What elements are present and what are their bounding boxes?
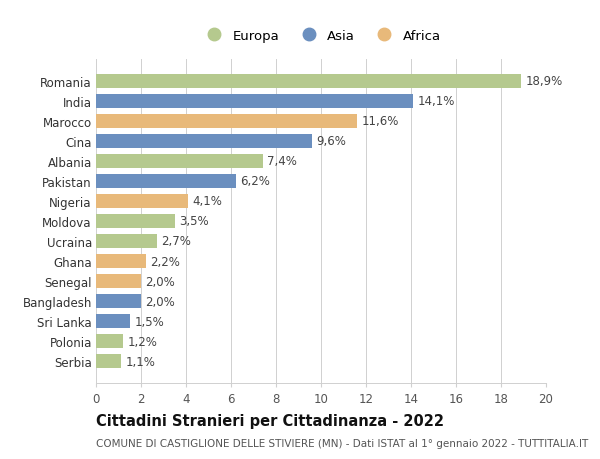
Bar bbox=[96, 314, 130, 329]
Bar bbox=[96, 194, 188, 209]
Bar bbox=[96, 254, 146, 269]
Text: 14,1%: 14,1% bbox=[418, 95, 455, 108]
Text: 2,0%: 2,0% bbox=[146, 295, 175, 308]
Bar bbox=[96, 74, 521, 89]
Text: 4,1%: 4,1% bbox=[193, 195, 223, 208]
Bar bbox=[96, 214, 175, 229]
Text: 1,5%: 1,5% bbox=[134, 315, 164, 328]
Bar bbox=[96, 354, 121, 369]
Text: 3,5%: 3,5% bbox=[179, 215, 209, 228]
Text: 7,4%: 7,4% bbox=[267, 155, 297, 168]
Bar bbox=[96, 294, 141, 308]
Text: Cittadini Stranieri per Cittadinanza - 2022: Cittadini Stranieri per Cittadinanza - 2… bbox=[96, 413, 444, 428]
Text: 1,2%: 1,2% bbox=[128, 335, 157, 348]
Bar bbox=[96, 114, 357, 129]
Text: 6,2%: 6,2% bbox=[240, 175, 270, 188]
Text: 18,9%: 18,9% bbox=[526, 75, 563, 88]
Bar bbox=[96, 274, 141, 289]
Text: 2,7%: 2,7% bbox=[161, 235, 191, 248]
Text: 2,0%: 2,0% bbox=[146, 275, 175, 288]
Text: 11,6%: 11,6% bbox=[361, 115, 399, 128]
Bar bbox=[96, 334, 123, 348]
Bar bbox=[96, 95, 413, 109]
Text: 2,2%: 2,2% bbox=[150, 255, 180, 268]
Legend: Europa, Asia, Africa: Europa, Asia, Africa bbox=[196, 24, 446, 48]
Text: COMUNE DI CASTIGLIONE DELLE STIVIERE (MN) - Dati ISTAT al 1° gennaio 2022 - TUTT: COMUNE DI CASTIGLIONE DELLE STIVIERE (MN… bbox=[96, 438, 588, 448]
Text: 9,6%: 9,6% bbox=[317, 135, 346, 148]
Bar bbox=[96, 234, 157, 249]
Bar bbox=[96, 134, 312, 149]
Bar bbox=[96, 174, 235, 189]
Text: 1,1%: 1,1% bbox=[125, 355, 155, 368]
Bar bbox=[96, 154, 263, 169]
